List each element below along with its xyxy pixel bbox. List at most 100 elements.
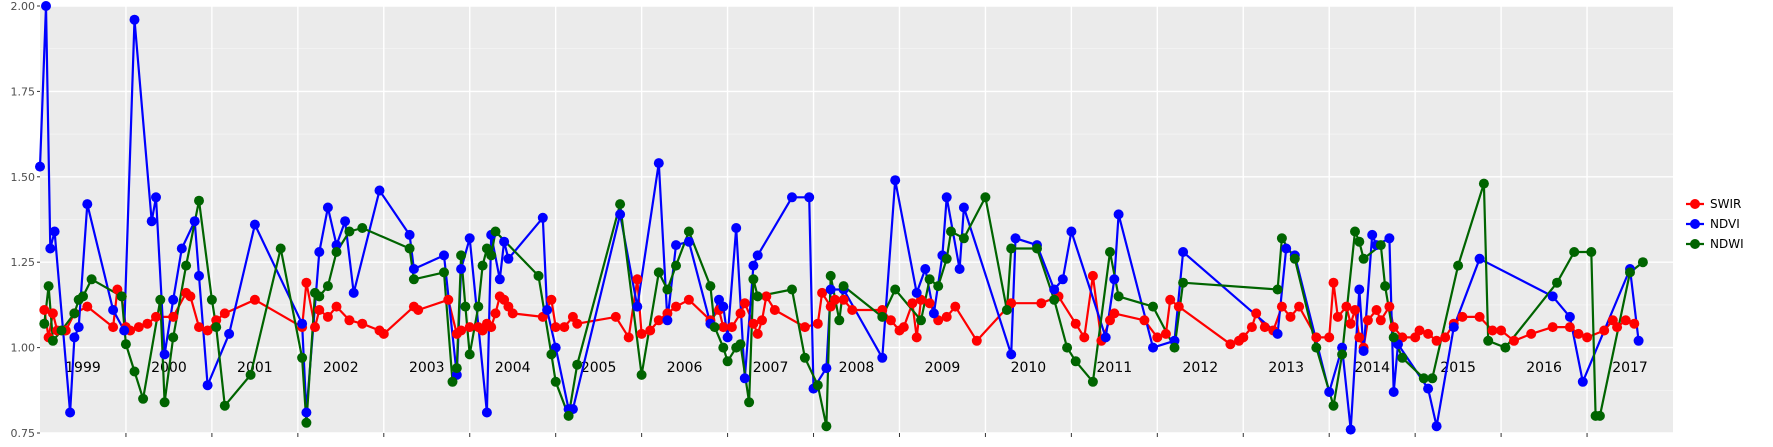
swir-point xyxy=(1423,328,1434,339)
swir-point xyxy=(1345,318,1356,329)
swir-point xyxy=(1259,322,1270,333)
ndwi-point xyxy=(1358,253,1369,264)
ndvi-point xyxy=(653,158,664,169)
ndvi-point xyxy=(45,243,56,254)
ndwi-point xyxy=(1380,281,1391,292)
swir-point xyxy=(357,318,368,329)
swir-point xyxy=(1564,322,1575,333)
swir-point xyxy=(907,298,918,309)
ndwi-point xyxy=(546,349,557,360)
ndvi-point xyxy=(49,226,60,237)
year-label: 2014 xyxy=(1354,360,1390,376)
swir-point xyxy=(443,294,454,305)
swir-point xyxy=(757,315,767,326)
swir-point xyxy=(739,298,750,309)
swir-point xyxy=(752,328,763,339)
ndvi-point xyxy=(804,192,815,203)
ndvi-point xyxy=(752,250,763,261)
ndwi-point xyxy=(1105,247,1115,257)
legend-label-swir: SWIR xyxy=(1710,197,1741,211)
swir-point xyxy=(456,325,467,336)
ndwi-point xyxy=(1169,342,1180,353)
ndvi-point xyxy=(718,301,729,312)
ndvi-point xyxy=(958,202,969,213)
ndwi-point xyxy=(439,267,449,278)
ndwi-point xyxy=(1478,178,1489,189)
swir-point xyxy=(546,294,557,305)
swir-point xyxy=(1474,311,1485,322)
ndvi-point xyxy=(108,305,119,315)
legend: SWIR NDVI NDWI xyxy=(1686,197,1744,251)
ndvi-point xyxy=(82,199,93,210)
ndvi-point xyxy=(1272,328,1283,339)
ndvi-point xyxy=(1431,421,1442,432)
ndvi-point xyxy=(1010,233,1021,244)
ndvi-point xyxy=(1577,376,1588,387)
swir-point xyxy=(769,305,780,315)
swir-point xyxy=(1225,339,1236,350)
ndwi-point xyxy=(129,366,140,377)
ndwi-point xyxy=(451,363,462,374)
axis: 0.75 1.00 1.25 1.50 1.75 2.00 xyxy=(11,0,1588,440)
swir-point xyxy=(971,335,982,346)
ndwi-point xyxy=(1148,301,1158,312)
ndwi-point xyxy=(1427,373,1438,384)
ndvi-point xyxy=(1384,233,1395,244)
ndvi-point xyxy=(1109,274,1120,285)
swir-point xyxy=(748,318,759,329)
swir-point xyxy=(464,322,475,333)
ndvi-point xyxy=(404,229,415,240)
swir-point xyxy=(941,311,952,322)
y-tick-label: 1.75 xyxy=(11,85,36,98)
ndvi-point xyxy=(168,294,179,305)
ndwi-point xyxy=(116,291,127,302)
ndwi-point xyxy=(39,318,50,329)
ndwi-point xyxy=(245,369,256,380)
ndwi-point xyxy=(86,274,97,285)
ndwi-point xyxy=(344,226,355,237)
y-tick-label: 1.25 xyxy=(11,256,36,269)
ndvi-point xyxy=(825,284,836,295)
ndwi-point xyxy=(572,359,583,370)
swir-point xyxy=(812,318,823,329)
ndwi-point xyxy=(1062,342,1073,353)
ndwi-point xyxy=(1178,277,1189,288)
swir-point xyxy=(1509,335,1519,346)
ndwi-point xyxy=(56,325,67,336)
ndwi-point xyxy=(787,284,797,295)
swir-point xyxy=(735,308,746,319)
ndwi-point xyxy=(834,315,845,326)
ndwi-point xyxy=(1001,305,1012,315)
ndwi-point xyxy=(47,335,58,346)
swir-point xyxy=(1388,322,1399,333)
swir-point xyxy=(924,298,935,309)
swir-point xyxy=(1328,277,1339,288)
swir-point xyxy=(550,322,561,333)
ndvi-point xyxy=(928,308,939,319)
ndvi-point xyxy=(1367,229,1378,240)
year-label: 2015 xyxy=(1440,360,1476,376)
legend-label-ndvi: NDVI xyxy=(1710,217,1740,231)
swir-point xyxy=(1384,301,1395,312)
swir-point xyxy=(1457,311,1468,322)
year-label: 2011 xyxy=(1097,360,1133,376)
legend-marker-ndwi xyxy=(1690,239,1700,249)
year-label: 2002 xyxy=(323,360,359,376)
ndvi-point xyxy=(787,192,797,203)
ndwi-point xyxy=(718,342,729,353)
swir-point xyxy=(1087,270,1098,281)
ndvi-point xyxy=(1448,322,1459,333)
ndvi-point xyxy=(1324,387,1335,397)
swir-point xyxy=(1362,315,1373,326)
ndwi-point xyxy=(1032,243,1042,254)
swir-point xyxy=(799,322,810,333)
ndvi-point xyxy=(494,274,505,285)
ndwi-point xyxy=(550,376,561,387)
ndwi-point xyxy=(1569,247,1580,257)
ndvi-point xyxy=(1113,209,1124,220)
ndwi-point xyxy=(980,192,991,203)
ndwi-point xyxy=(301,417,312,428)
ndwi-point xyxy=(838,281,849,292)
ndwi-point xyxy=(138,393,149,404)
ndwi-point xyxy=(1006,243,1017,254)
